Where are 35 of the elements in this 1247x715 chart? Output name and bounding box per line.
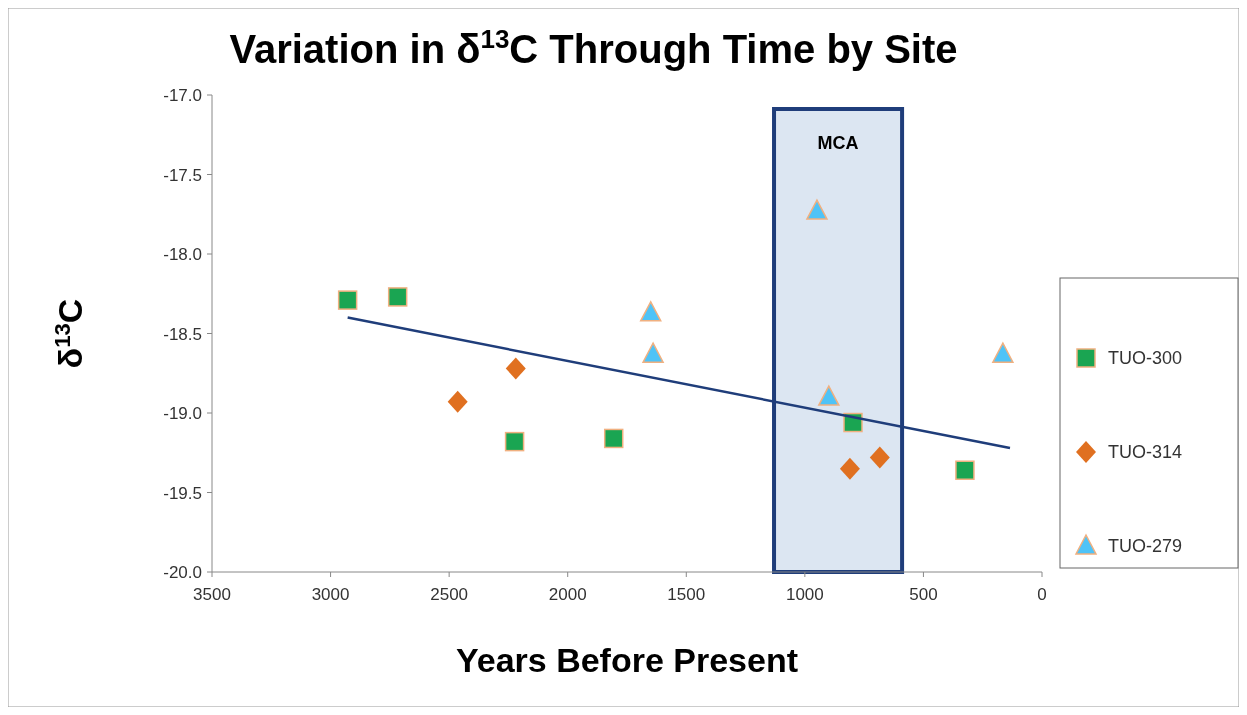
legend-label: TUO-279 xyxy=(1108,536,1183,556)
point xyxy=(504,431,525,452)
y-tick-label: -20.0 xyxy=(163,563,202,582)
legend-label: TUO-300 xyxy=(1108,348,1183,368)
point xyxy=(603,428,624,449)
y-tick-label: -18.5 xyxy=(163,324,202,344)
point xyxy=(955,460,975,480)
point xyxy=(818,385,840,406)
point xyxy=(992,342,1014,363)
point xyxy=(337,290,358,310)
point xyxy=(642,342,664,363)
point xyxy=(639,301,662,322)
x-tick-label: 1000 xyxy=(785,585,824,604)
x-tick-label: 2500 xyxy=(430,585,469,604)
y-tick-label: -18.0 xyxy=(163,245,202,264)
x-tick-label: 1500 xyxy=(667,585,706,604)
band-label: MCA xyxy=(817,133,859,153)
x-tick-label: 3500 xyxy=(193,585,231,604)
y-tick-label: -19.0 xyxy=(163,404,202,423)
point xyxy=(839,457,860,480)
point xyxy=(387,287,408,307)
x-tick-label: 2000 xyxy=(548,585,587,604)
point xyxy=(869,446,890,469)
point xyxy=(505,357,526,380)
x-tick-label: 0 xyxy=(1037,585,1047,604)
point xyxy=(806,199,828,220)
point xyxy=(447,390,468,413)
y-tick-label: -17.0 xyxy=(163,86,202,105)
legend-label: TUO-314 xyxy=(1108,442,1183,462)
x-tick-label: 3000 xyxy=(311,585,350,604)
y-tick-label: -17.5 xyxy=(163,165,202,185)
x-tick-label: 500 xyxy=(909,585,938,604)
x-axis-title: Years Before Present xyxy=(455,641,799,679)
y-tick-label: -19.5 xyxy=(163,483,202,503)
chart-title: Variation in δ$^{13}$C Through Time by Site xyxy=(229,24,958,71)
